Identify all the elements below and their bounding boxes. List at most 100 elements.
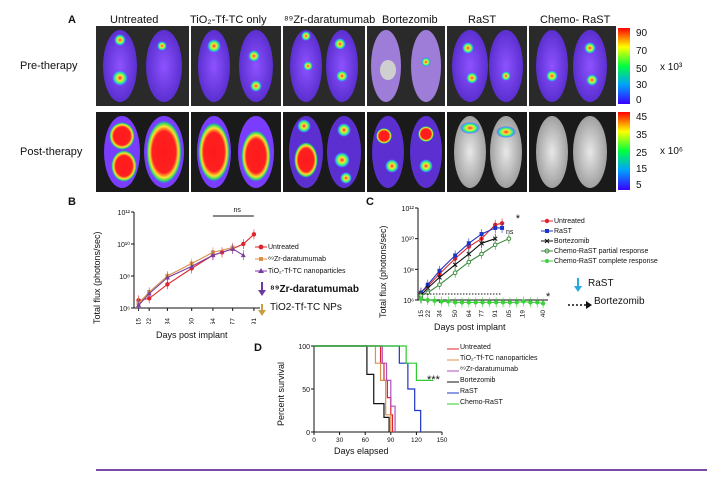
survival-curve xyxy=(314,345,396,432)
arrow-bortezomib-icon xyxy=(586,301,592,309)
row-label-post: Post-therapy xyxy=(20,146,83,158)
data-point xyxy=(507,300,513,305)
data-point xyxy=(500,225,505,230)
panel-c-ylabel: Total flux (photons/sec) xyxy=(378,225,388,318)
data-point xyxy=(528,300,533,305)
data-point xyxy=(480,300,485,305)
survival-curve xyxy=(314,345,434,381)
x-tick-label: 34 xyxy=(437,310,444,318)
series-line xyxy=(420,238,496,296)
data-point xyxy=(466,259,472,265)
data-point xyxy=(240,252,246,258)
panel-b-arrow-label-zr: ⁸⁹Zr-daratumumab xyxy=(270,284,359,295)
y-tick-label: 100 xyxy=(298,344,310,351)
post-scale-tick-5: 5 xyxy=(636,180,642,191)
x-tick-label: 105 xyxy=(506,310,513,318)
y-tick-label: 10⁶ xyxy=(403,298,414,305)
data-point xyxy=(466,300,472,305)
significance-star: * xyxy=(516,213,521,225)
x-tick-label: 30 xyxy=(336,437,344,442)
panel-c-legend-bortezomib: Bortezomib xyxy=(554,238,590,245)
arrow-rast-icon xyxy=(574,286,582,292)
col-label-zr: ⁸⁹Zr-daratumumab xyxy=(284,14,376,26)
col-label-chemo-rast: Chemo- RaST xyxy=(540,14,611,26)
panel-d-chart: 100 50 00 30 60 90 120 150 *** xyxy=(298,344,447,442)
panel-b-chart: 10¹² 10¹⁰ 10⁸ 10⁶ 15 22 34 50 64 77 91 ns xyxy=(117,207,260,324)
data-point xyxy=(506,236,512,241)
post-scale-tick-35: 35 xyxy=(636,130,648,141)
series-line xyxy=(420,238,510,296)
panel-d-legend-markers xyxy=(447,348,459,405)
panel-b-legend-markers xyxy=(255,244,267,273)
panel-c-legend-partial: Chemo-RaST partial response xyxy=(554,248,649,255)
data-point xyxy=(146,291,152,296)
ns-label: ns xyxy=(234,207,242,214)
data-point xyxy=(492,236,498,242)
x-tick-label: 22 xyxy=(425,310,432,318)
survival-curve xyxy=(314,345,390,432)
data-point xyxy=(493,300,499,305)
x-tick-label: 15 xyxy=(136,318,143,324)
col-label-bortezomib: Bortezomib xyxy=(382,14,438,26)
panel-c-legend-rast: RaST xyxy=(554,228,572,235)
y-tick-label: 10⁸ xyxy=(119,274,130,281)
data-point xyxy=(241,241,246,247)
x-tick-label: 91 xyxy=(251,318,258,324)
panel-c-arrows xyxy=(568,278,592,309)
panel-c-legend-untreated: Untreated xyxy=(554,218,585,225)
data-point xyxy=(466,241,471,246)
series-line xyxy=(138,246,233,304)
post-scale-tick-25: 25 xyxy=(636,148,648,159)
data-point xyxy=(479,251,484,257)
legend-marker-tio2 xyxy=(258,268,264,273)
panel-b-ylabel: Total flux (photons/sec) xyxy=(92,231,102,324)
x-tick-label: 15 xyxy=(418,310,425,318)
x-tick-label: 34 xyxy=(164,318,171,324)
data-point xyxy=(189,263,195,269)
x-tick-label: 22 xyxy=(146,318,153,324)
series-line xyxy=(420,227,503,294)
col-label-untreated: Untreated xyxy=(110,14,159,26)
x-tick-label: 64 xyxy=(210,318,217,324)
data-point xyxy=(439,299,444,304)
post-scale-tick-15: 15 xyxy=(636,164,648,175)
x-tick-label: 64 xyxy=(466,310,473,318)
x-tick-label: 0 xyxy=(312,437,316,442)
panel-d-ylabel: Percent survival xyxy=(276,361,286,426)
data-point xyxy=(540,301,546,306)
data-point xyxy=(251,232,257,237)
data-point xyxy=(479,240,484,246)
y-tick-label: 0 xyxy=(306,430,310,437)
panel-d-legend-untreated: Untreated xyxy=(460,344,491,351)
post-scale-tick-45: 45 xyxy=(636,112,648,123)
y-tick-label: 10¹⁰ xyxy=(117,241,130,249)
panel-b-arrows xyxy=(258,282,266,316)
panel-d-legend-bortezomib: Bortezomib xyxy=(460,377,496,384)
x-tick-label: 119 xyxy=(520,310,527,318)
x-tick-label: 120 xyxy=(411,437,422,442)
panel-b-legend-untreated: Untreated xyxy=(268,244,299,251)
pre-scale-tick-70: 70 xyxy=(636,46,648,57)
col-label-tio2: TiO₂-Tf-TC only xyxy=(190,14,267,26)
data-point xyxy=(473,300,478,305)
survival-curve xyxy=(314,345,392,432)
panel-c-arrow-label-bortezomib: Bortezomib xyxy=(594,296,645,307)
data-point xyxy=(500,300,506,305)
data-point xyxy=(452,270,458,276)
panel-c-xlabel: Days post implant xyxy=(434,322,506,332)
panel-d-legend-zr: ⁸⁹Zr-daratumumab xyxy=(460,366,519,373)
panel-b-legend-zr: ⁸⁹Zr-daratumumab xyxy=(268,256,327,263)
data-point xyxy=(479,232,484,237)
data-point xyxy=(432,298,437,303)
panel-b-xlabel: Days post implant xyxy=(156,330,228,340)
data-point xyxy=(535,300,540,305)
x-tick-label: 91 xyxy=(492,310,499,318)
series-line xyxy=(138,233,255,301)
significance-star: * xyxy=(546,291,551,303)
panel-b-letter: B xyxy=(68,196,76,208)
col-label-rast: RaST xyxy=(468,14,497,26)
data-point xyxy=(437,268,442,273)
x-tick-label: 140 xyxy=(540,310,547,318)
post-scale-unit: x 10⁶ xyxy=(660,146,684,157)
